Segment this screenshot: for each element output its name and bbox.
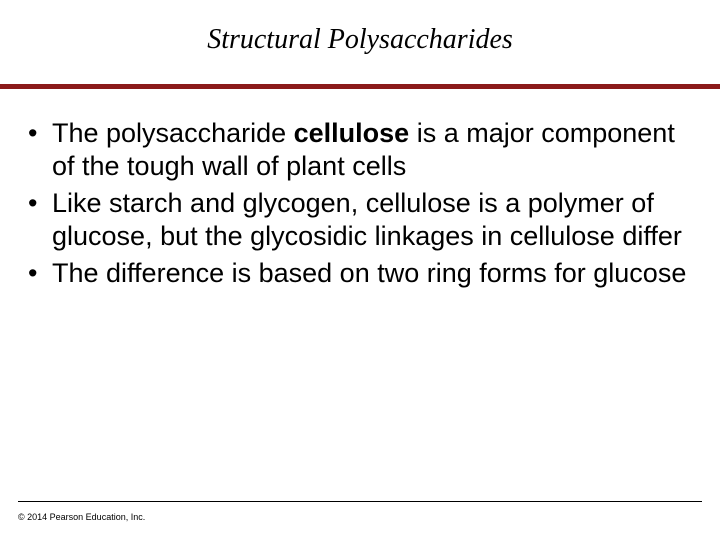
bullet-list: The polysaccharide cellulose is a major …: [24, 117, 696, 290]
slide-container: Structural Polysaccharides The polysacch…: [0, 0, 720, 540]
bullet-text-run-bold: cellulose: [294, 118, 410, 148]
copyright-text: © 2014 Pearson Education, Inc.: [18, 512, 145, 522]
footer-divider: [18, 501, 702, 502]
bullet-item: The difference is based on two ring form…: [24, 257, 696, 290]
bullet-text-run: The difference is based on two ring form…: [52, 258, 686, 288]
content-area: The polysaccharide cellulose is a major …: [0, 89, 720, 290]
slide-title: Structural Polysaccharides: [0, 24, 720, 56]
bullet-text-run: The polysaccharide: [52, 118, 294, 148]
bullet-item: The polysaccharide cellulose is a major …: [24, 117, 696, 183]
bullet-item: Like starch and glycogen, cellulose is a…: [24, 187, 696, 253]
title-area: Structural Polysaccharides: [0, 0, 720, 56]
bullet-text-run: Like starch and glycogen, cellulose is a…: [52, 188, 682, 251]
